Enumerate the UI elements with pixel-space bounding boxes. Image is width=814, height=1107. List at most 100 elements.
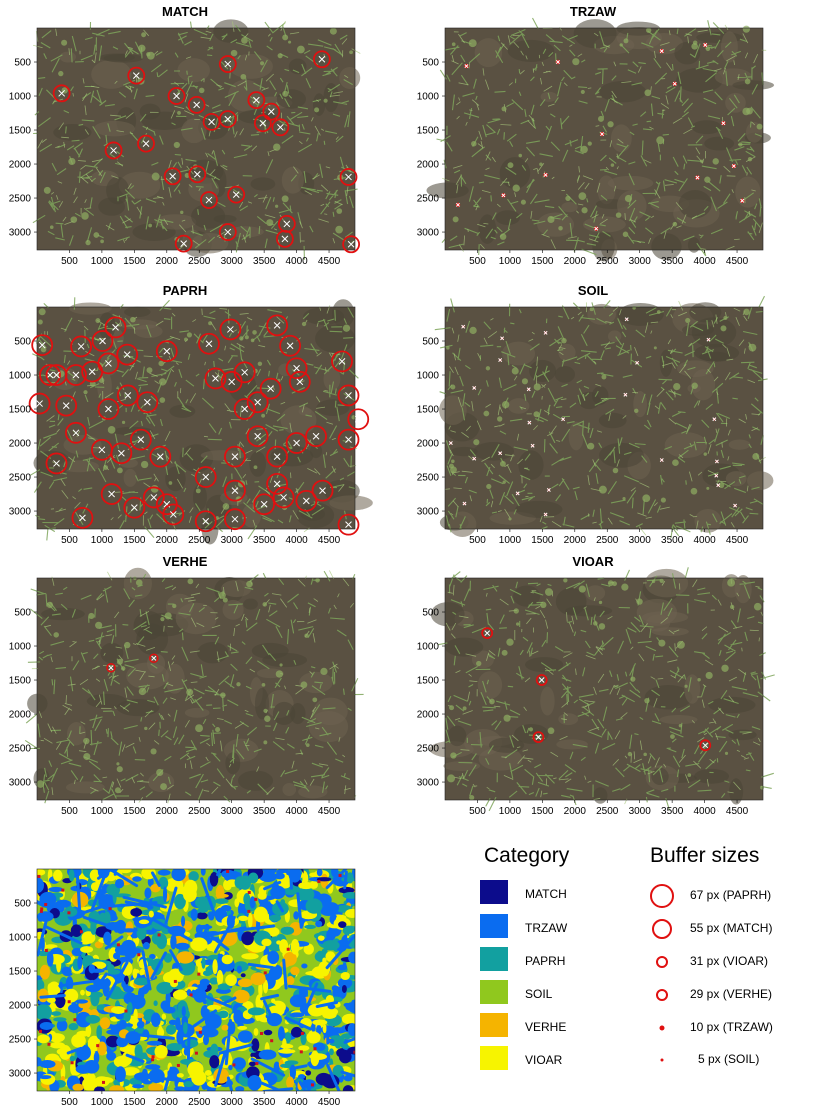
buffer-legend: Buffer sizes 67 px (PAPRH) 55 px (MATCH)… xyxy=(640,842,810,1082)
plant-marker xyxy=(305,425,327,448)
category-legend-heading: Category xyxy=(484,844,570,867)
plant-marker xyxy=(31,334,54,356)
buffer-marker-tiny-icon xyxy=(660,1058,664,1062)
plant-marker xyxy=(116,384,139,407)
x-tick-label: 4500 xyxy=(726,535,749,546)
x-tick-label: 1500 xyxy=(123,535,146,546)
plant-marker xyxy=(224,479,246,502)
plant-marker xyxy=(233,361,256,384)
plant-marker xyxy=(224,445,246,468)
x-tick-label: 3500 xyxy=(661,535,684,546)
plant-marker xyxy=(123,496,146,519)
plant-marker xyxy=(295,489,318,512)
x-tick-label: 3000 xyxy=(221,535,244,546)
plant-marker xyxy=(266,472,289,495)
x-tick-label: 4500 xyxy=(726,806,749,817)
buffer-label-paprh: 67 px (PAPRH) xyxy=(690,888,772,902)
y-tick-label: 1000 xyxy=(9,933,32,944)
legend-swatch-trzaw xyxy=(480,914,508,938)
plant-marker xyxy=(246,425,269,448)
x-tick-label: 4000 xyxy=(285,806,308,817)
y-tick-label: 2000 xyxy=(9,439,32,450)
markers xyxy=(106,653,159,673)
buffer-legend-heading: Buffer sizes xyxy=(650,844,760,867)
plant-marker xyxy=(39,364,61,386)
x-tick-label: 3000 xyxy=(629,535,652,546)
plant-marker xyxy=(285,357,308,380)
x-tick-label: 1500 xyxy=(123,1097,146,1107)
x-tick-label: 500 xyxy=(61,256,78,267)
x-tick-label: 2000 xyxy=(564,806,587,817)
legend-swatch-verhe xyxy=(480,1013,508,1037)
plant-marker xyxy=(266,314,289,337)
x-tick-label: 3000 xyxy=(221,806,244,817)
x-tick-label: 500 xyxy=(469,806,486,817)
plant-marker xyxy=(339,168,358,186)
y-tick-label: 2000 xyxy=(9,710,32,721)
field-photo xyxy=(426,17,775,262)
x-tick-label: 2000 xyxy=(156,1097,179,1107)
field-photo xyxy=(429,567,775,812)
plant-marker xyxy=(311,479,334,502)
x-tick-label: 3500 xyxy=(661,256,684,267)
plant-marker xyxy=(65,421,87,444)
y-tick-label: 2500 xyxy=(9,1035,32,1046)
y-tick-label: 3000 xyxy=(9,228,32,239)
x-tick-label: 1000 xyxy=(91,535,114,546)
buffer-marker-small-icon xyxy=(656,989,668,1001)
panel-title: PAPRH xyxy=(162,283,208,298)
plant-marker xyxy=(174,234,193,253)
plant-marker xyxy=(271,118,290,137)
y-tick-label: 3000 xyxy=(417,507,440,518)
plant-marker xyxy=(262,102,281,121)
y-tick-label: 1000 xyxy=(9,642,32,653)
axes: 500 1000 1500 2000 2500 3000 3500 4000 4500 500 10… xyxy=(417,58,749,267)
y-tick-label: 2000 xyxy=(417,160,440,171)
buffer-label-match: 55 px (MATCH) xyxy=(690,921,773,935)
plant-marker xyxy=(276,229,294,248)
y-tick-label: 500 xyxy=(422,608,439,619)
plant-marker xyxy=(100,483,123,505)
x-tick-label: 2500 xyxy=(188,535,211,546)
plant-marker xyxy=(142,486,165,509)
plant-marker xyxy=(543,330,548,335)
x-tick-label: 1000 xyxy=(91,806,114,817)
x-tick-label: 3000 xyxy=(221,256,244,267)
y-tick-label: 1500 xyxy=(417,405,440,416)
axes: 500 1000 1500 2000 2500 3000 3500 4000 4500 500 10… xyxy=(9,899,341,1107)
plant-marker xyxy=(515,491,520,496)
plant-marker xyxy=(695,175,700,180)
x-tick-label: 3000 xyxy=(629,256,652,267)
buffer-marker-xl-icon xyxy=(650,884,674,908)
plant-marker xyxy=(635,360,640,365)
y-tick-label: 2500 xyxy=(417,744,440,755)
classification-map: 500 1000 1500 2000 2500 3000 3500 4000 4500 500 10… xyxy=(9,868,356,1107)
x-tick-label: 3500 xyxy=(253,256,276,267)
panel-soil: SOIL 500 1000 1500 2000 2500 3000 3500 4000 4500… xyxy=(408,283,778,546)
plant-marker xyxy=(342,235,361,254)
x-tick-label: 2500 xyxy=(188,1097,211,1107)
plant-marker xyxy=(472,456,477,461)
x-tick-label: 1500 xyxy=(531,535,554,546)
y-tick-label: 2000 xyxy=(9,1001,32,1012)
plant-marker xyxy=(163,167,182,186)
markers xyxy=(52,50,361,254)
plant-marker xyxy=(266,445,289,468)
panel-title: MATCH xyxy=(162,4,208,19)
plant-marker xyxy=(455,202,461,208)
y-tick-label: 1500 xyxy=(9,676,32,687)
plant-marker xyxy=(501,193,506,198)
x-tick-label: 2000 xyxy=(564,256,587,267)
plant-marker xyxy=(28,392,51,415)
plant-marker xyxy=(104,316,127,339)
axes: 500 1000 1500 2000 2500 3000 3500 4000 4500 500 10… xyxy=(9,608,341,817)
y-tick-label: 1500 xyxy=(9,126,32,137)
x-tick-label: 4000 xyxy=(285,535,308,546)
y-tick-label: 2000 xyxy=(9,160,32,171)
plant-marker xyxy=(45,452,68,475)
x-tick-label: 500 xyxy=(469,256,486,267)
x-tick-label: 1000 xyxy=(91,1097,114,1107)
plant-marker xyxy=(594,226,599,231)
y-tick-label: 500 xyxy=(14,899,31,910)
plant-marker xyxy=(712,417,717,422)
